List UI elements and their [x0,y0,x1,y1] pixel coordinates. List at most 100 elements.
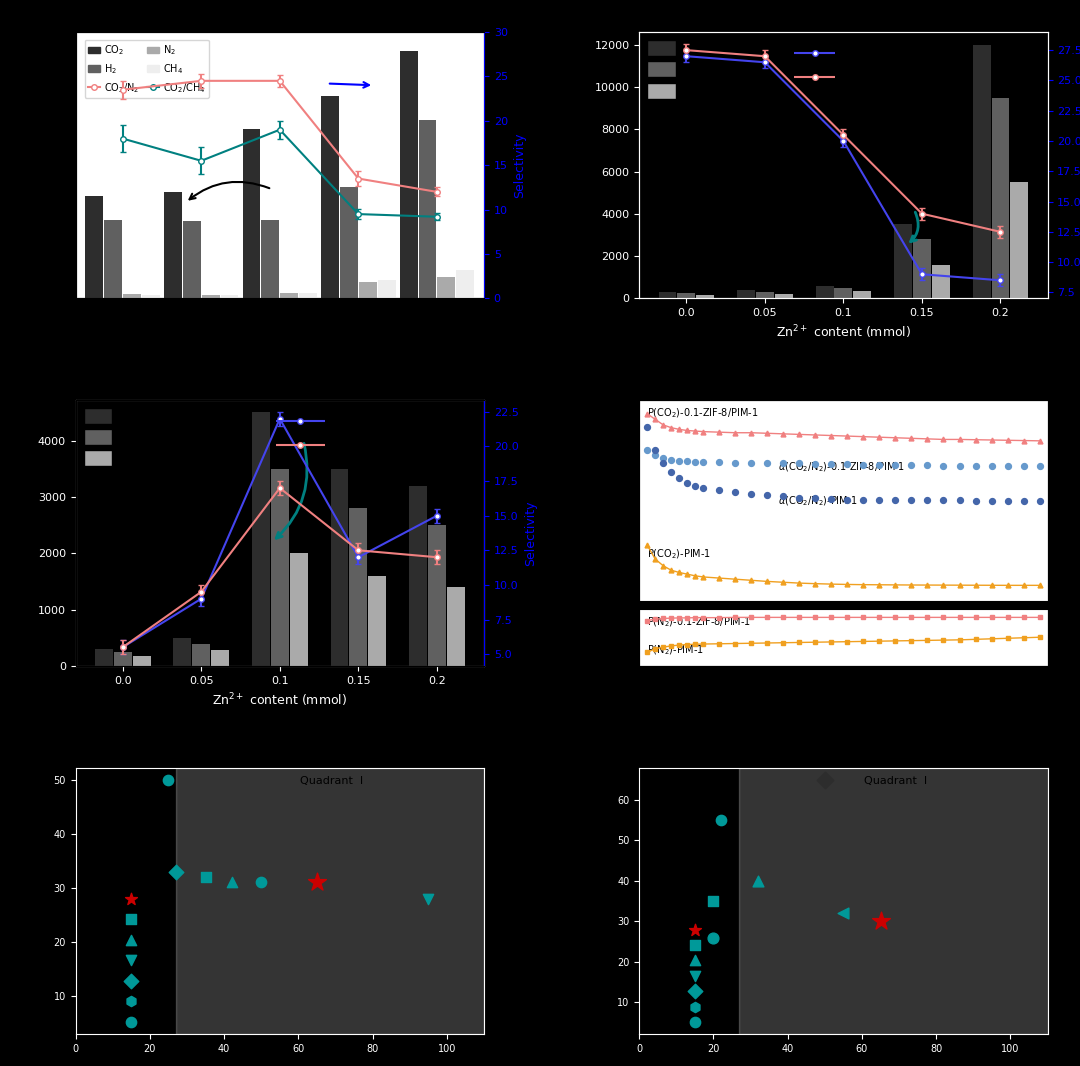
Bar [853,291,872,298]
Bar [252,413,270,666]
Point [686,921,703,938]
Bar [243,129,260,298]
Point [167,863,185,881]
Point [807,490,824,507]
Bar [176,768,484,1034]
Point [967,492,984,510]
Bar [428,526,446,666]
Bar [261,220,280,298]
FancyBboxPatch shape [647,61,676,78]
Point [903,457,920,474]
Text: d): d) [557,381,580,400]
Point [807,455,824,472]
Point [791,489,808,506]
Point [774,455,792,472]
Bar [192,644,211,666]
Bar [815,286,834,298]
Point [1015,457,1032,474]
Point [870,491,888,508]
Point [1031,492,1049,510]
X-axis label: Zn$^{2+}$ content (mmol): Zn$^{2+}$ content (mmol) [775,324,912,341]
Point [160,771,177,788]
Point [758,486,775,503]
Bar [835,288,852,298]
Bar [697,294,714,298]
Bar [378,280,395,298]
Bar [359,281,377,298]
Point [823,490,840,507]
Text: $\alpha$(CO$_2$/N$_2$)-0.1-ZIF-8/PIM-1: $\alpha$(CO$_2$/N$_2$)-0.1-ZIF-8/PIM-1 [778,461,905,474]
Point [678,474,696,491]
Text: $\alpha$(CO$_2$/N$_2$)-PIM-1: $\alpha$(CO$_2$/N$_2$)-PIM-1 [778,495,859,508]
Point [712,811,729,828]
Text: P(N$_2$)-PIM-1: P(N$_2$)-PIM-1 [647,644,704,658]
Point [1015,492,1032,510]
Bar [271,469,288,666]
Bar [143,295,160,298]
Point [839,491,856,508]
Point [420,890,437,907]
Point [638,418,656,435]
Bar [95,649,112,666]
Bar [340,187,357,298]
Point [935,491,953,508]
Point [774,488,792,505]
Point [872,912,889,930]
Point [983,492,1000,510]
Point [919,491,936,508]
Point [750,872,767,889]
Point [694,480,712,497]
Point [967,457,984,474]
Bar [400,50,418,298]
Text: e): e) [14,747,37,766]
Point [686,952,703,969]
Point [686,998,703,1015]
Point [711,482,728,499]
Point [854,491,872,508]
Point [123,1014,140,1031]
Y-axis label: Selectivity: Selectivity [513,132,526,198]
Bar [677,293,696,298]
Point [123,952,140,969]
Point [835,905,852,922]
Text: c): c) [14,379,35,399]
Text: P(CO$_2$)-PIM-1: P(CO$_2$)-PIM-1 [647,547,712,561]
Point [903,491,920,508]
Point [686,967,703,984]
X-axis label: Zn$^{2+}$ content (mmol): Zn$^{2+}$ content (mmol) [212,324,348,341]
Text: a): a) [14,12,37,31]
FancyBboxPatch shape [647,39,676,55]
Bar [289,553,308,666]
Point [687,478,704,495]
Bar [330,469,349,666]
Point [816,771,834,788]
Bar [409,486,427,666]
Bar [133,656,150,666]
Text: P(CO$_2$)-0.1-ZIF-8/PIM-1: P(CO$_2$)-0.1-ZIF-8/PIM-1 [647,406,759,420]
Point [686,936,703,953]
Bar [774,293,793,298]
Point [123,910,140,927]
Point [727,483,744,500]
Bar [456,271,474,298]
Legend: CO$_2$, H$_2$, CO$_2$/N$_2$, N$_2$, CH$_4$, CO$_2$/CH$_4$: CO$_2$, H$_2$, CO$_2$/N$_2$, N$_2$, CH$_… [84,39,210,98]
Bar [105,220,122,298]
Point [743,485,760,502]
Bar [447,587,464,666]
Point [870,456,888,473]
Bar [737,290,755,298]
Point [123,972,140,989]
Point [999,492,1016,510]
Point [671,453,688,470]
Point [123,890,140,907]
Point [919,457,936,474]
Point [253,874,270,891]
Bar [932,264,949,298]
Y-axis label: Permeability (Barrer): Permeability (Barrer) [12,100,25,230]
Point [197,869,214,886]
Bar [123,294,141,298]
Bar [164,192,181,298]
Point [647,441,664,458]
Bar [113,652,132,666]
Text: P(N$_2$)-0.1-ZIF-8/PIM-1: P(N$_2$)-0.1-ZIF-8/PIM-1 [647,615,752,629]
